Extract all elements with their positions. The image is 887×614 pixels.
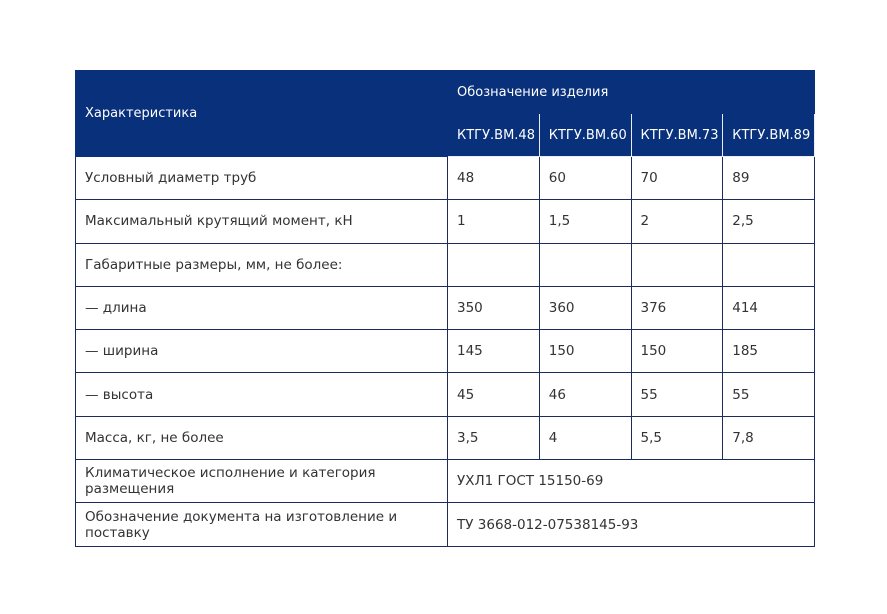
table-cell: 89 xyxy=(722,155,816,201)
table-cell: 185 xyxy=(722,329,816,374)
table-cell: 150 xyxy=(538,329,632,374)
table-cell: Максимальный крутящий момент, кН xyxy=(75,199,448,244)
table-cell: 45 xyxy=(447,372,540,417)
table-header: Характеристика Обозначение изделия КТГУ.… xyxy=(75,70,816,157)
table-cell: Климатическое исполнение и категория раз… xyxy=(75,459,448,504)
table-row: Климатическое исполнение и категория раз… xyxy=(75,459,816,504)
table-cell: 2 xyxy=(630,199,724,244)
table-cell: 55 xyxy=(722,372,816,417)
table-cell: 48 xyxy=(447,155,540,201)
table-row: Условный диаметр труб 48 60 70 89 xyxy=(75,155,816,201)
table-row: Масса, кг, не более 3,5 4 5,5 7,8 xyxy=(75,415,816,461)
spec-table: Характеристика Обозначение изделия КТГУ.… xyxy=(75,70,816,547)
table-cell: 350 xyxy=(447,285,540,331)
table-cell: 360 xyxy=(538,285,632,331)
table-row: Обозначение документа на изготовление и … xyxy=(75,502,816,547)
table-cell: — ширина xyxy=(75,329,448,374)
header-cell: КТГУ.ВМ.60 xyxy=(538,113,632,157)
table-row: Максимальный крутящий момент, кН 1 1,5 2 2,5 xyxy=(75,199,816,244)
header-cell: КТГУ.ВМ.73 xyxy=(630,113,724,157)
empty-cell xyxy=(538,242,632,287)
table-cell: 150 xyxy=(630,329,724,374)
table-cell: 145 xyxy=(447,329,540,374)
table-cell: УХЛ1 ГОСТ 15150-69 xyxy=(446,459,816,504)
table-cell: 7,8 xyxy=(722,415,816,461)
table-cell: 414 xyxy=(722,285,816,331)
table-cell: Габаритные размеры, мм, не более: xyxy=(75,242,448,287)
table-cell: 4 xyxy=(538,415,632,461)
header-cell: Характеристика xyxy=(75,70,448,157)
table-row: — высота 45 46 55 55 xyxy=(75,372,816,417)
table-cell: Масса, кг, не более xyxy=(75,415,448,461)
table-row: Габаритные размеры, мм, не более: xyxy=(75,242,816,287)
table-cell: Условный диаметр труб xyxy=(75,155,448,201)
table-cell: ТУ 3668-012-07538145-93 xyxy=(446,502,816,547)
table-cell: 5,5 xyxy=(630,415,724,461)
table-cell: 1 xyxy=(447,199,540,244)
header-cell: КТГУ.ВМ.89 xyxy=(722,113,816,157)
table-cell: 70 xyxy=(630,155,724,201)
table-cell: 60 xyxy=(538,155,632,201)
table-cell: 46 xyxy=(538,372,632,417)
table-cell: 3,5 xyxy=(447,415,540,461)
table-cell: 1,5 xyxy=(538,199,632,244)
table-cell: — высота xyxy=(75,372,448,417)
table-cell: — длина xyxy=(75,285,448,331)
empty-cell xyxy=(447,242,540,287)
table-cell: 55 xyxy=(630,372,724,417)
table-row: — длина 350 360 376 414 xyxy=(75,285,816,331)
table-cell: Обозначение документа на изготовление и … xyxy=(75,502,448,547)
header-cell: Обозначение изделия xyxy=(446,70,816,114)
table-body: Условный диаметр труб 48 60 70 89 Максимальны… xyxy=(75,155,816,547)
header-cell: КТГУ.ВМ.48 xyxy=(447,113,540,157)
empty-cell xyxy=(630,242,724,287)
empty-cell xyxy=(722,242,816,287)
table-cell: 376 xyxy=(630,285,724,331)
table-cell: 2,5 xyxy=(722,199,816,244)
table-row: — ширина 145 150 150 185 xyxy=(75,329,816,374)
